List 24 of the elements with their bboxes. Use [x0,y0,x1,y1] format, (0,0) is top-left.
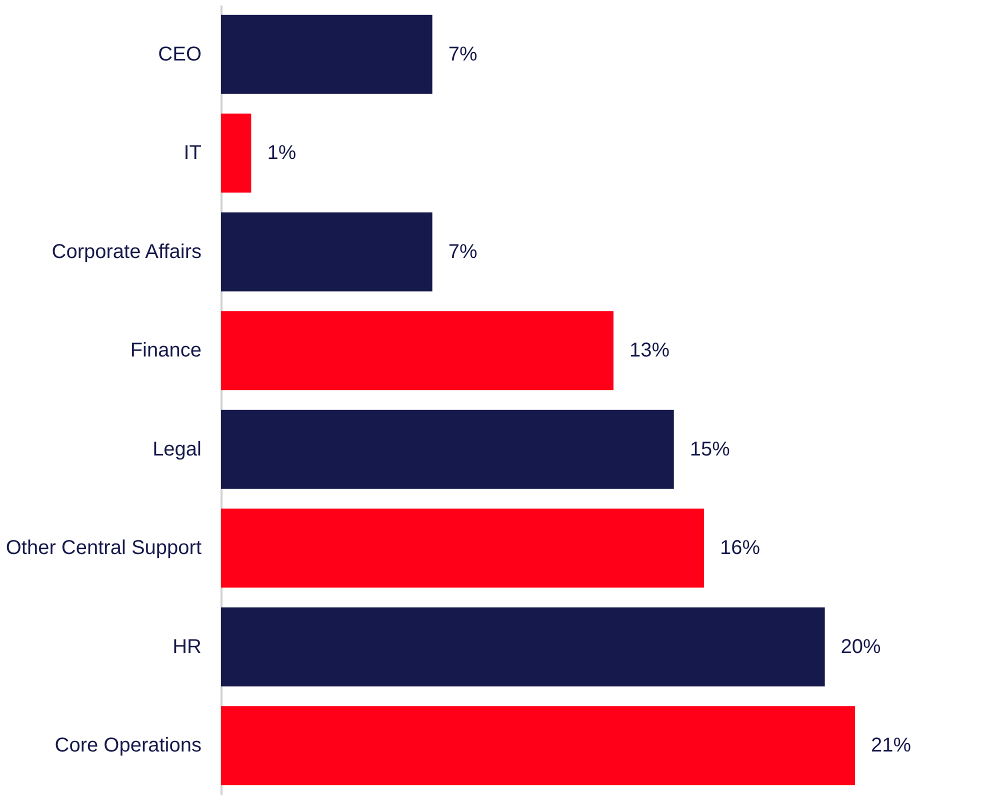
bar [221,607,825,686]
data-label: 13% [629,340,670,362]
y-tick-label: Legal [152,438,202,460]
bar [221,410,674,489]
bar [221,706,855,786]
data-label: 21% [871,734,912,757]
data-label: 7% [448,240,478,263]
data-label: 20% [840,636,882,658]
y-tick-label: Finance [130,340,202,362]
y-tick-label: Corporate Affairs [52,240,202,263]
data-label: 16% [720,537,760,560]
y-tick-label: HR [172,636,202,658]
bar [221,14,432,94]
bar [221,311,614,390]
y-tick-label: CEO [158,43,202,66]
bar [221,212,432,292]
data-label: 1% [267,142,296,164]
y-tick-label: Core Operations [54,734,202,757]
data-label: 15% [690,438,730,460]
y-tick-label: Other Central Support [6,537,202,560]
y-tick-label: IT [184,142,202,164]
bar [221,508,704,588]
bar [221,114,252,193]
data-label: 7% [448,43,478,66]
